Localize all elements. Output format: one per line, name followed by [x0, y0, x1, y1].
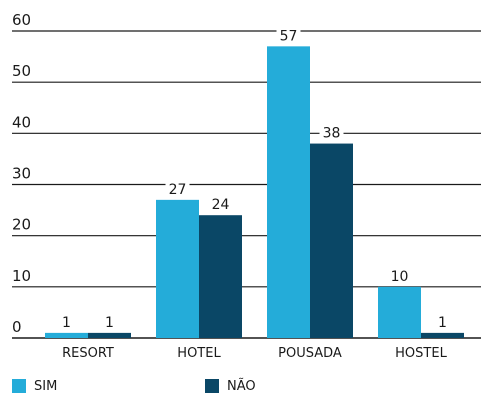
data-label-bg-pousada-nao — [319, 124, 344, 141]
data-label-bg-hotel-sim — [165, 180, 190, 197]
y-tick-label-20: 20 — [12, 216, 31, 234]
data-label-bg-hostel-sim — [387, 267, 412, 284]
legend-swatch-sim — [12, 379, 26, 393]
data-label-bg-hostel-nao — [435, 313, 450, 330]
data-label-hotel-nao: 24 — [212, 197, 230, 213]
legend-label-nao: NÃO — [227, 378, 256, 394]
data-label-resort-nao: 1 — [105, 315, 114, 331]
y-tick-label-30: 30 — [12, 165, 31, 183]
data-label-bg-resort-nao — [102, 313, 117, 330]
x-tick-label-pousada: POUSADA — [278, 346, 342, 361]
data-label-pousada-sim: 57 — [280, 28, 298, 44]
bar-hotel-sim — [156, 199, 199, 338]
data-label-hostel-sim: 10 — [391, 269, 409, 285]
y-tick-label-40: 40 — [12, 113, 31, 131]
bar-pousada-nao — [310, 143, 353, 338]
bar-resort-nao — [88, 332, 131, 338]
legend-label-sim: SIM — [34, 378, 58, 394]
bar-hotel-nao — [199, 215, 242, 338]
x-tick-label-hostel: HOSTEL — [395, 346, 447, 361]
legend-swatch-nao — [205, 379, 219, 393]
bar-hostel-nao — [421, 332, 464, 338]
y-tick-label-0: 0 — [12, 318, 22, 336]
data-label-pousada-nao: 38 — [323, 126, 341, 142]
y-tick-label-60: 60 — [12, 11, 31, 29]
data-label-hostel-nao: 1 — [438, 315, 447, 331]
x-tick-label-hotel: HOTEL — [177, 346, 221, 361]
data-label-bg-pousada-sim — [276, 27, 301, 44]
data-label-bg-resort-sim — [59, 313, 74, 330]
data-label-hotel-sim: 27 — [169, 182, 187, 198]
x-tick-label-resort: RESORT — [62, 346, 114, 361]
y-tick-label-10: 10 — [12, 267, 31, 285]
bar-pousada-sim — [267, 46, 310, 338]
y-tick-label-50: 50 — [12, 62, 31, 80]
legend: SIM NÃO — [12, 377, 472, 397]
bar-hostel-sim — [378, 286, 421, 338]
data-label-resort-sim: 1 — [62, 315, 71, 331]
legend-item-sim: SIM — [12, 377, 57, 395]
bar-resort-sim — [45, 332, 88, 338]
data-label-bg-hotel-nao — [208, 196, 233, 213]
legend-item-nao: NÃO — [205, 377, 256, 395]
